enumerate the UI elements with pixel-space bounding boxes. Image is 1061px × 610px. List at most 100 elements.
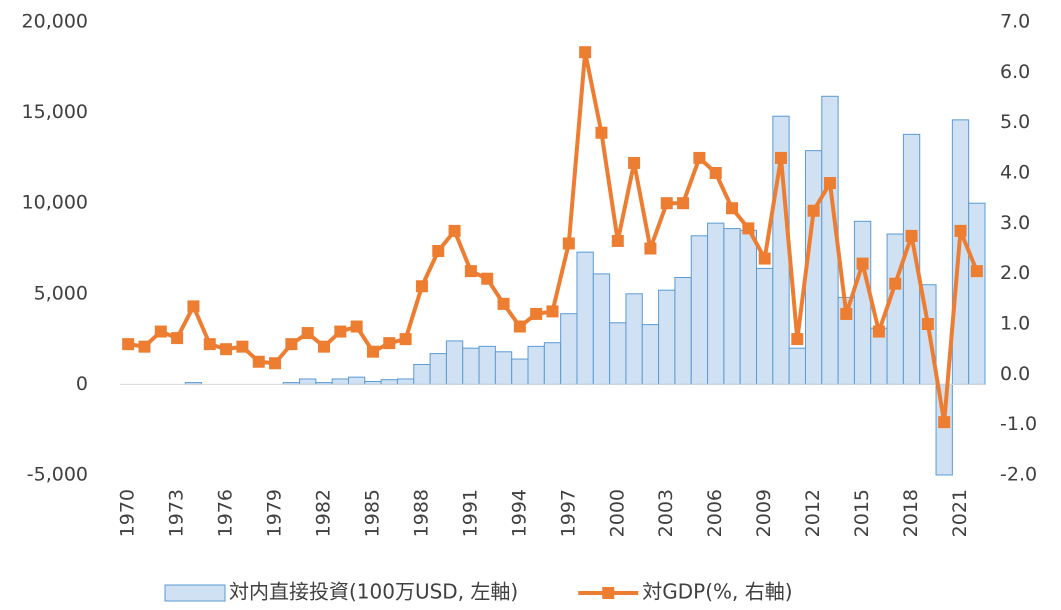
marker	[889, 277, 902, 290]
marker	[203, 338, 216, 351]
marker	[122, 338, 135, 351]
bar	[380, 379, 398, 385]
bar	[478, 345, 496, 385]
marker	[807, 204, 820, 217]
x-tick-label: 1991	[459, 489, 481, 537]
bar	[429, 353, 447, 385]
marker	[448, 224, 461, 237]
x-tick-label: 2006	[704, 489, 726, 537]
y2-tick-label: 7.0	[1000, 11, 1030, 33]
bar	[396, 378, 415, 385]
marker	[269, 357, 282, 370]
bar	[299, 378, 317, 385]
x-tick-label: 1994	[508, 489, 530, 537]
y2-tick-label: -1.0	[1000, 413, 1037, 435]
marker	[513, 320, 526, 333]
marker	[905, 229, 918, 242]
y2-tick-label: 0.0	[1000, 363, 1030, 385]
y2-tick-label: 2.0	[1000, 262, 1030, 284]
y-tick-label: 15,000	[22, 101, 88, 123]
marker	[611, 234, 624, 247]
bar	[853, 220, 872, 385]
y2-tick-label: 5.0	[1000, 111, 1030, 133]
bar	[331, 378, 349, 385]
marker	[318, 340, 331, 353]
bar	[739, 229, 758, 385]
x-tick-label: 1985	[361, 489, 383, 537]
marker	[334, 325, 347, 338]
legend-label: 対内直接投資(100万USD, 左軸)	[229, 580, 518, 604]
marker	[628, 156, 641, 169]
marker	[970, 265, 983, 278]
x-tick-label: 2021	[949, 489, 971, 537]
bar	[347, 376, 366, 385]
bar	[462, 347, 480, 385]
marker	[383, 337, 396, 350]
marker	[464, 265, 477, 278]
marker	[856, 257, 869, 270]
legend-swatch	[602, 587, 615, 599]
x-tick-label: 1979	[264, 489, 286, 537]
bar	[756, 267, 774, 385]
x-tick-label: 1988	[410, 489, 432, 537]
y2-tick-label: 6.0	[1000, 61, 1030, 83]
bar	[625, 293, 643, 385]
marker	[432, 245, 445, 258]
marker	[138, 340, 151, 353]
x-tick-label: 2015	[851, 489, 873, 537]
legend-swatch	[164, 584, 226, 602]
y2-tick-label: -2.0	[1000, 464, 1037, 486]
marker	[415, 280, 428, 293]
marker	[677, 197, 690, 210]
y2-tick-label: 4.0	[1000, 162, 1030, 184]
marker	[742, 222, 755, 235]
marker	[562, 237, 575, 250]
marker	[497, 297, 510, 310]
x-tick-label: 2012	[802, 489, 824, 537]
marker	[709, 167, 722, 179]
x-tick-label: 1970	[117, 489, 139, 537]
bar	[968, 202, 986, 385]
bar	[886, 233, 904, 385]
y2-tick-label: 3.0	[1000, 212, 1030, 234]
marker	[938, 416, 951, 429]
y-tick-label: 5,000	[34, 282, 88, 304]
marker	[285, 338, 298, 351]
marker	[350, 320, 363, 333]
bar	[609, 322, 627, 385]
marker	[693, 151, 706, 164]
x-tick-label: 2018	[900, 489, 922, 537]
bar	[543, 342, 562, 385]
bar	[592, 273, 611, 385]
marker	[758, 252, 771, 265]
marker	[840, 307, 853, 320]
marker	[579, 46, 592, 59]
y2-tick-label: 1.0	[1000, 313, 1030, 335]
marker	[187, 300, 200, 313]
marker	[872, 325, 885, 338]
marker	[660, 197, 673, 210]
marker	[252, 355, 265, 368]
marker	[399, 333, 412, 346]
bar	[788, 347, 806, 385]
marker	[236, 340, 249, 353]
marker	[726, 202, 739, 215]
marker	[301, 327, 314, 340]
bar	[560, 313, 578, 385]
marker	[546, 305, 559, 318]
marker	[954, 224, 967, 237]
y-tick-label: -5,000	[27, 464, 88, 486]
y-tick-label: 10,000	[22, 192, 88, 214]
y-tick-label: 0	[76, 373, 88, 395]
marker	[823, 177, 836, 190]
marker	[481, 272, 494, 285]
marker	[154, 325, 167, 338]
legend-label: 対GDP(%, 右軸)	[642, 580, 792, 604]
x-tick-label: 1976	[215, 489, 237, 537]
bar	[576, 251, 594, 385]
marker	[791, 333, 804, 346]
marker	[644, 242, 657, 255]
bar	[658, 289, 676, 385]
x-tick-label: 2009	[753, 489, 775, 537]
